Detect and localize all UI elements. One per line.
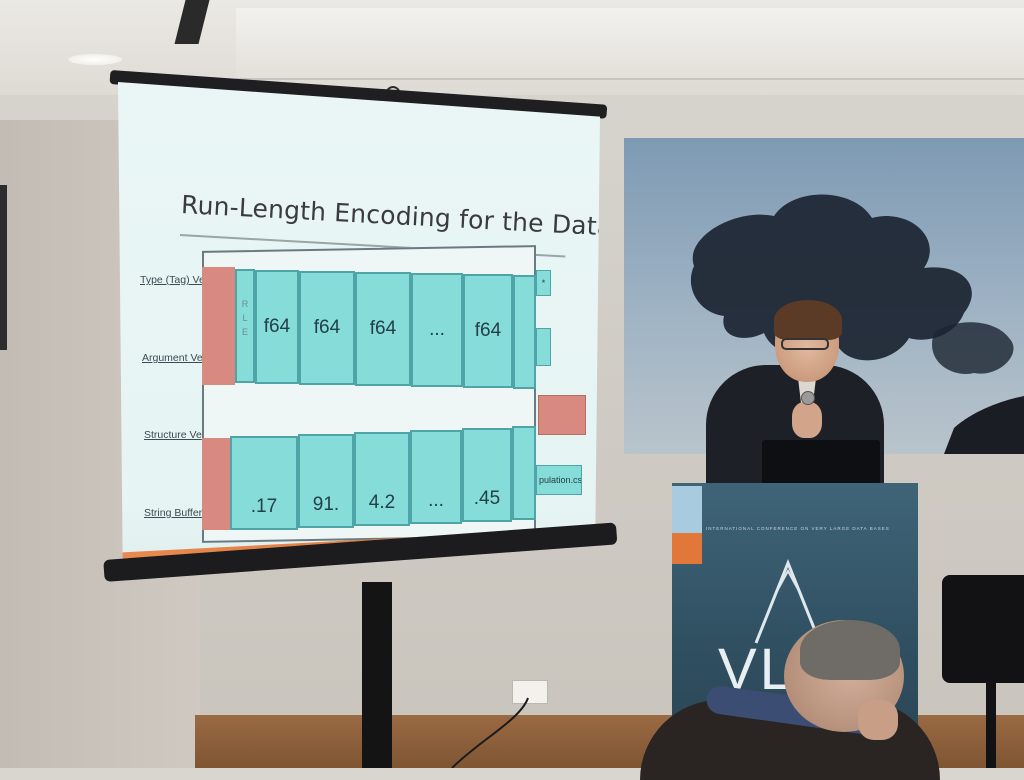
argument-vector-sidebox [536,328,551,366]
screen-stand-pole [362,582,392,768]
type-vector-sidebox: * [536,270,551,296]
rle-letter: R [241,299,249,309]
microphone-icon [801,391,815,405]
type-cell: f64 [463,274,513,388]
laptop [762,440,880,484]
cloud-icon [690,194,1024,454]
rle-letter: L [242,313,248,323]
value-cell [512,426,536,520]
type-cell: ... [411,273,463,387]
value-cell: ... [410,430,462,524]
wall-panel-edge [0,185,7,350]
value-cell: 91. [298,434,354,528]
glasses-icon [781,338,829,350]
audience-member-hair [800,620,900,680]
value-cell: .17 [230,436,298,530]
rle-letter: E [241,327,248,337]
side-table [942,575,1024,683]
row-label-argument: Argument Ve [142,352,203,364]
power-outlet [512,680,548,704]
presenter-hand [792,402,822,438]
value-cell: .45 [462,428,512,522]
structure-vector-sidebox [538,395,586,435]
ceiling-panel [236,8,1024,80]
ceiling-light [68,54,122,65]
side-table-leg [986,680,996,768]
type-cell: f64 [355,272,411,386]
type-cell: f64 [255,270,299,384]
type-cell [513,275,536,389]
rle-marker-cell: R L E [235,269,255,383]
file-name-label: pulation.csv [536,465,582,495]
row-label-structure: Structure Ve [144,429,202,441]
presenter-hair [774,300,842,340]
audience-member-hand [858,700,898,740]
projected-slide: Run-Length Encoding for the Data Types T… [118,82,600,577]
value-cell: 4.2 [354,432,410,526]
podium-tagline: INTERNATIONAL CONFERENCE ON VERY LARGE D… [706,526,890,531]
run-length-bar-top [202,267,235,385]
row-label-type: Type (Tag) Ve [140,274,205,286]
mountain-logo-icon [754,558,822,644]
type-cell: f64 [299,271,355,385]
row-label-string-buffer: String Buffer [144,507,203,519]
podium-color-strip [672,486,702,564]
run-length-bar-bottom [202,438,230,530]
